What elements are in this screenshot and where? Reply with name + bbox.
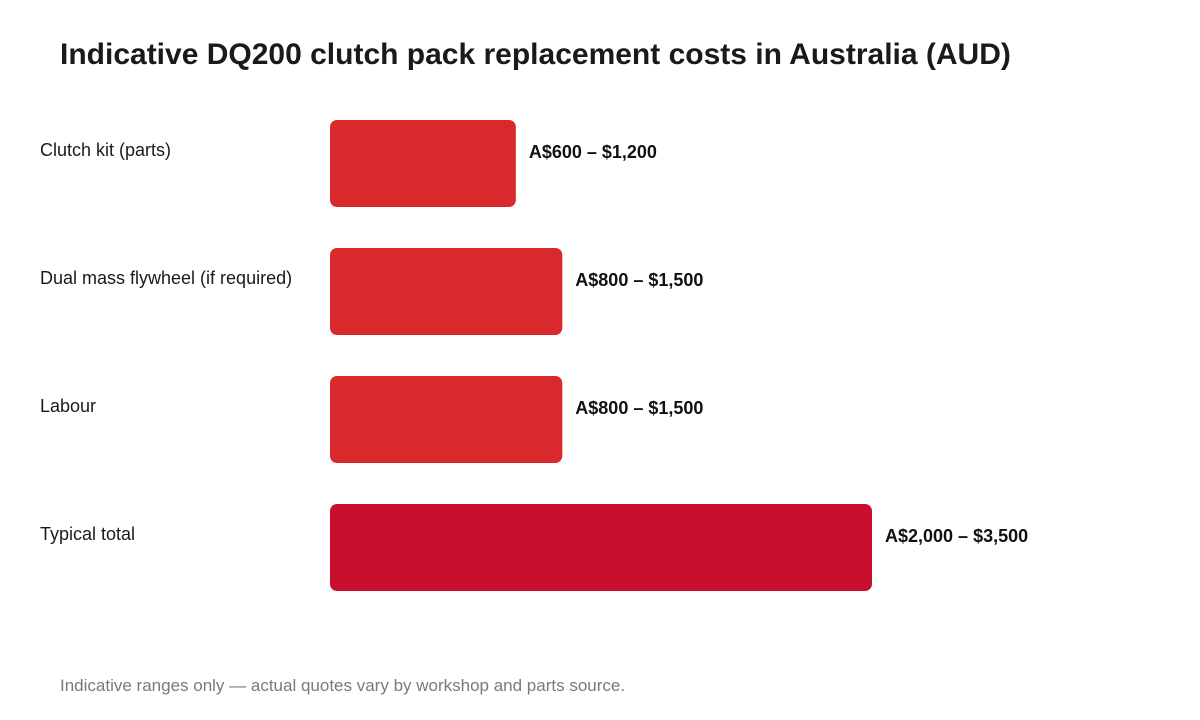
- cost-bar: [330, 376, 563, 463]
- value-label: A$2,000 – $3,500: [885, 526, 1028, 546]
- total-bar: [330, 504, 872, 591]
- value-label: A$800 – $1,500: [575, 270, 703, 290]
- value-label: A$600 – $1,200: [529, 142, 657, 162]
- category-label: Labour: [40, 396, 96, 416]
- cost-bar: [330, 120, 516, 207]
- chart-title: Indicative DQ200 clutch pack replacement…: [60, 38, 1011, 71]
- category-label: Clutch kit (parts): [40, 140, 171, 160]
- footnote: Indicative ranges only — actual quotes v…: [60, 676, 626, 695]
- cost-bar: [330, 248, 563, 335]
- category-label: Dual mass flywheel (if required): [40, 268, 292, 288]
- value-label: A$800 – $1,500: [575, 398, 703, 418]
- category-label: Typical total: [40, 524, 135, 544]
